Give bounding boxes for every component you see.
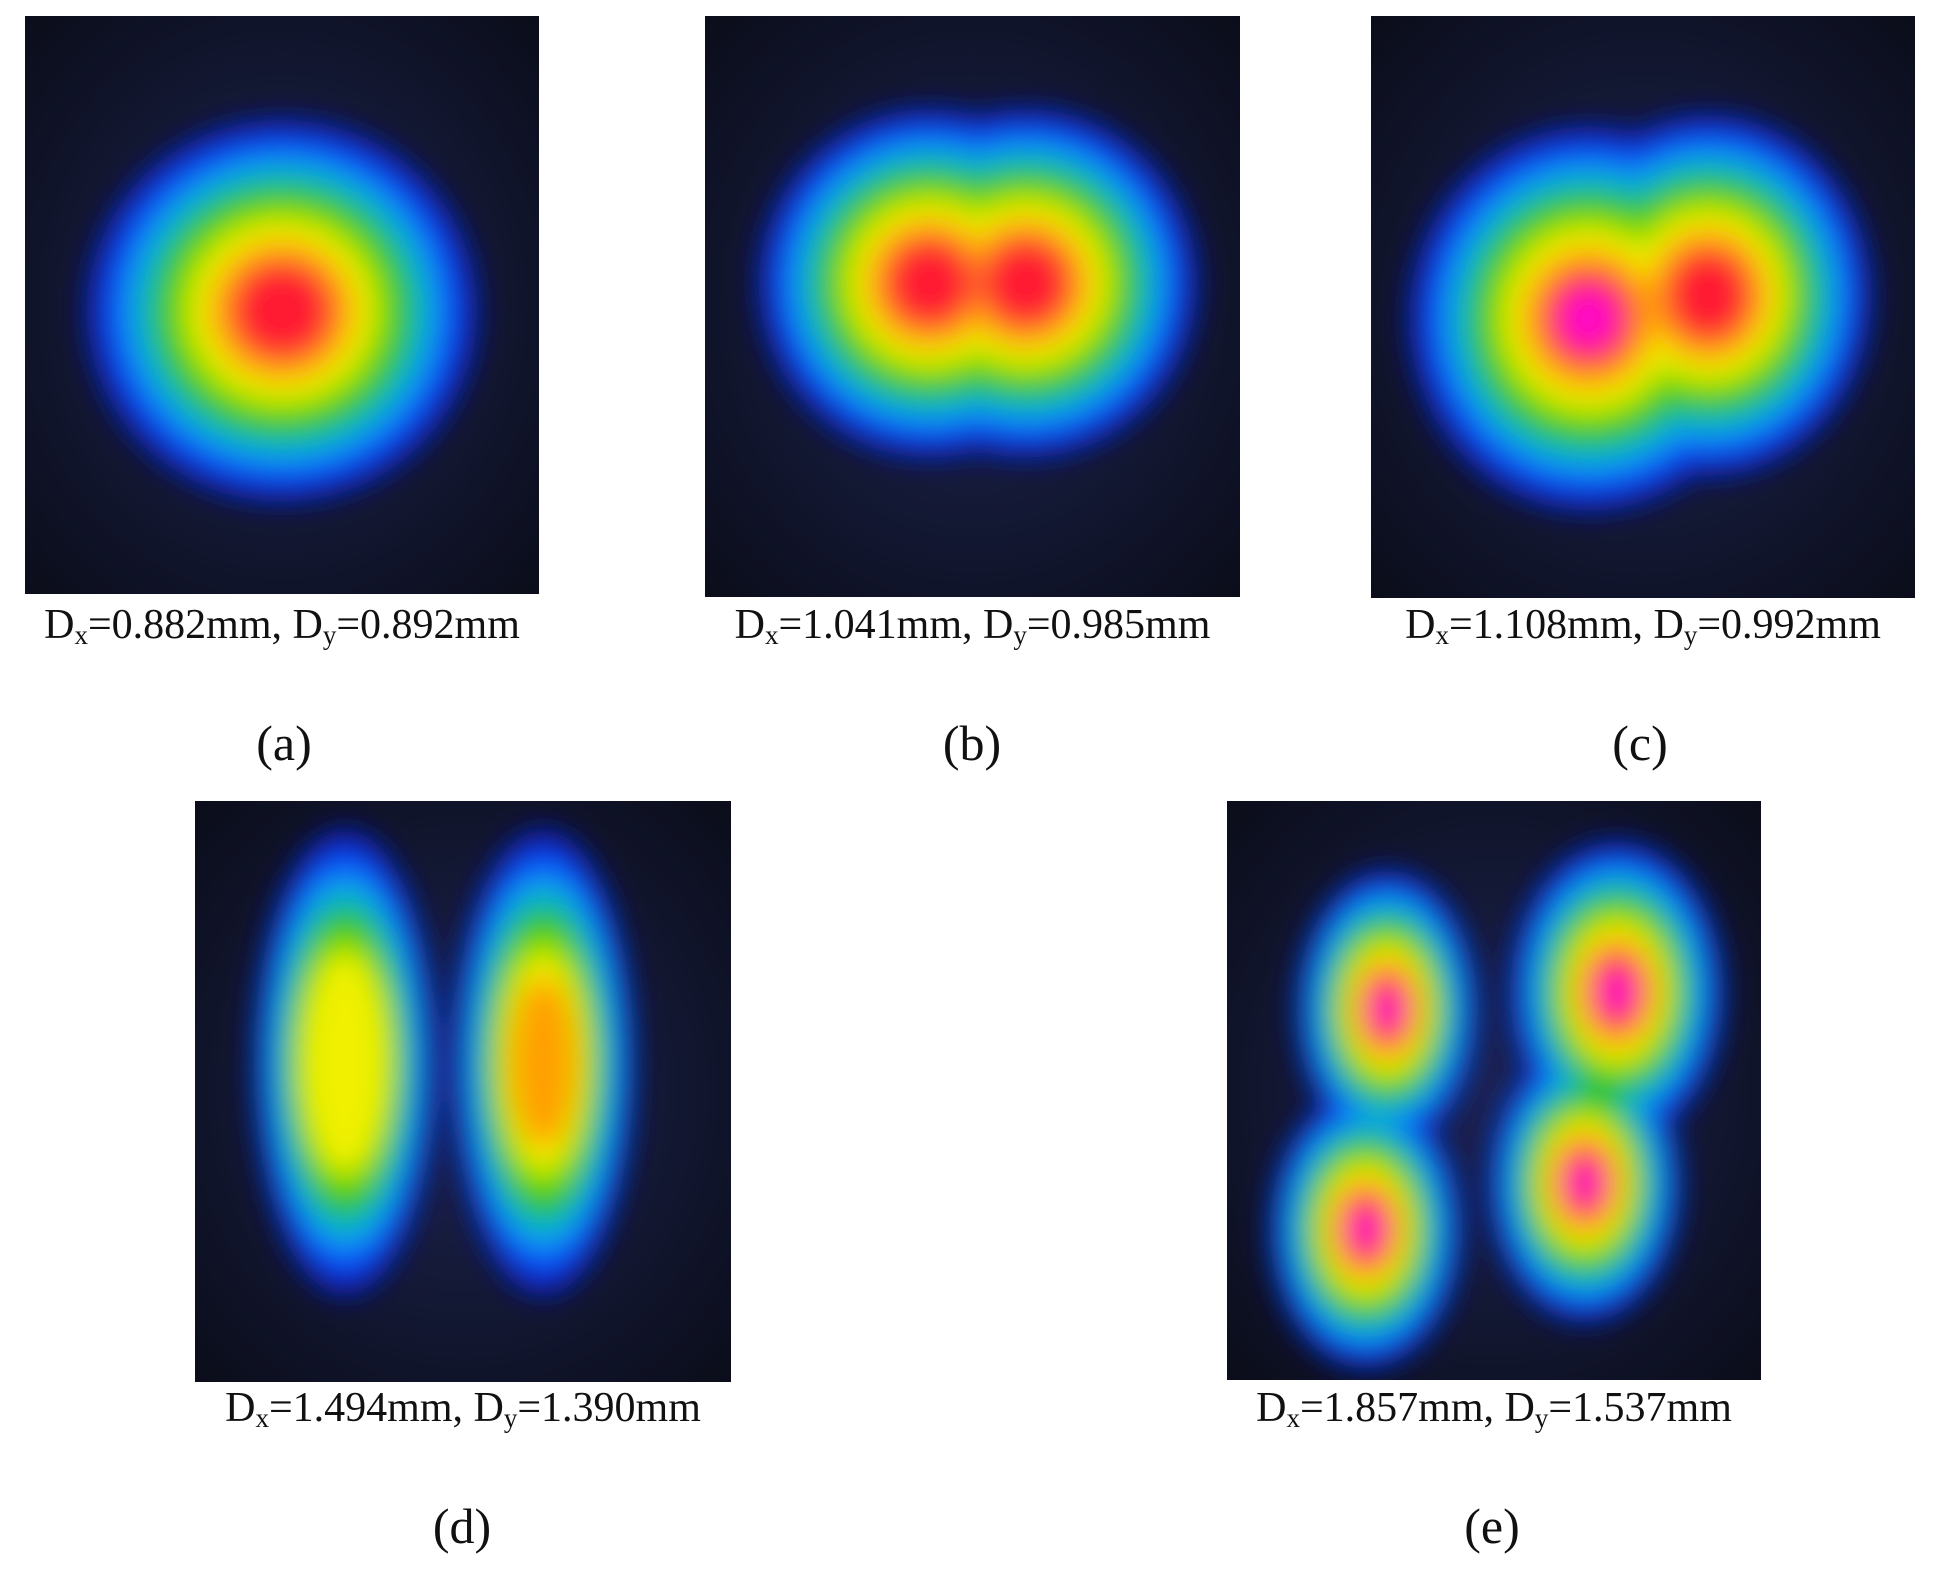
beam-profile: [1269, 841, 1724, 1369]
caption: Dx=1.494mm, Dy=1.390mm: [225, 1384, 701, 1434]
beam-profile: [758, 108, 1198, 458]
panel-label: (d): [432, 1498, 492, 1554]
caption-text: D: [1256, 1385, 1287, 1431]
caption-text: =1.494mm, D: [268, 1385, 504, 1431]
beam-intensity: [253, 830, 635, 1295]
caption-text: D: [225, 1385, 256, 1431]
subscript: x: [1286, 1403, 1300, 1433]
caption-text: =1.108mm, D: [1448, 602, 1684, 648]
caption-text: =1.537mm: [1548, 1385, 1732, 1431]
beam-intensity: [1269, 841, 1724, 1369]
subscript: y: [322, 620, 337, 650]
caption-text: =0.992mm: [1697, 602, 1881, 648]
caption-text: D: [1405, 602, 1436, 648]
intensity-level: [230, 260, 334, 362]
subscript: x: [1435, 620, 1449, 650]
beam-profile: [86, 120, 478, 502]
caption: Dx=1.857mm, Dy=1.537mm: [1256, 1384, 1732, 1434]
subscript: x: [764, 620, 779, 650]
caption: Dx=1.108mm, Dy=0.992mm: [1405, 601, 1881, 651]
subscript: x: [74, 620, 88, 650]
panel-label: (b): [942, 715, 1002, 771]
beam-intensity: [1409, 114, 1872, 511]
caption: Dx=0.882mm, Dy=0.892mm: [44, 601, 520, 651]
intensity-level: [1350, 1207, 1382, 1252]
intensity-level: [980, 237, 1072, 330]
subscript: y: [1013, 620, 1027, 650]
caption-text: =1.041mm, D: [778, 602, 1014, 648]
panel-label: (a): [256, 715, 312, 771]
intensity-level: [1559, 287, 1618, 350]
panel-label: (c): [1612, 715, 1668, 771]
caption-text: =1.390mm: [517, 1385, 701, 1431]
intensity-level: [1372, 987, 1402, 1032]
subscript: x: [255, 1403, 269, 1433]
beam-intensity: [758, 108, 1198, 458]
beam-intensity: [86, 120, 478, 502]
subscript: y: [1534, 1403, 1549, 1433]
panel-label: (e): [1464, 1498, 1520, 1554]
caption-text: =1.857mm, D: [1299, 1385, 1535, 1431]
intensity-level: [1665, 247, 1752, 344]
subscript: y: [1683, 620, 1698, 650]
caption: Dx=1.041mm, Dy=0.985mm: [735, 601, 1211, 651]
intensity-level: [301, 952, 389, 1173]
caption-text: =0.892mm: [336, 602, 520, 648]
beam-profile: [253, 830, 635, 1295]
beam-profile: [1409, 114, 1872, 511]
intensity-level: [884, 237, 976, 330]
intensity-level: [509, 976, 578, 1149]
caption-text: D: [734, 602, 765, 648]
intensity-level: [1569, 1160, 1601, 1206]
caption-text: D: [44, 602, 75, 648]
intensity-level: [1599, 967, 1634, 1017]
caption-text: =0.985mm: [1026, 602, 1211, 648]
caption-text: =0.882mm, D: [87, 602, 323, 648]
subscript: y: [503, 1403, 518, 1433]
